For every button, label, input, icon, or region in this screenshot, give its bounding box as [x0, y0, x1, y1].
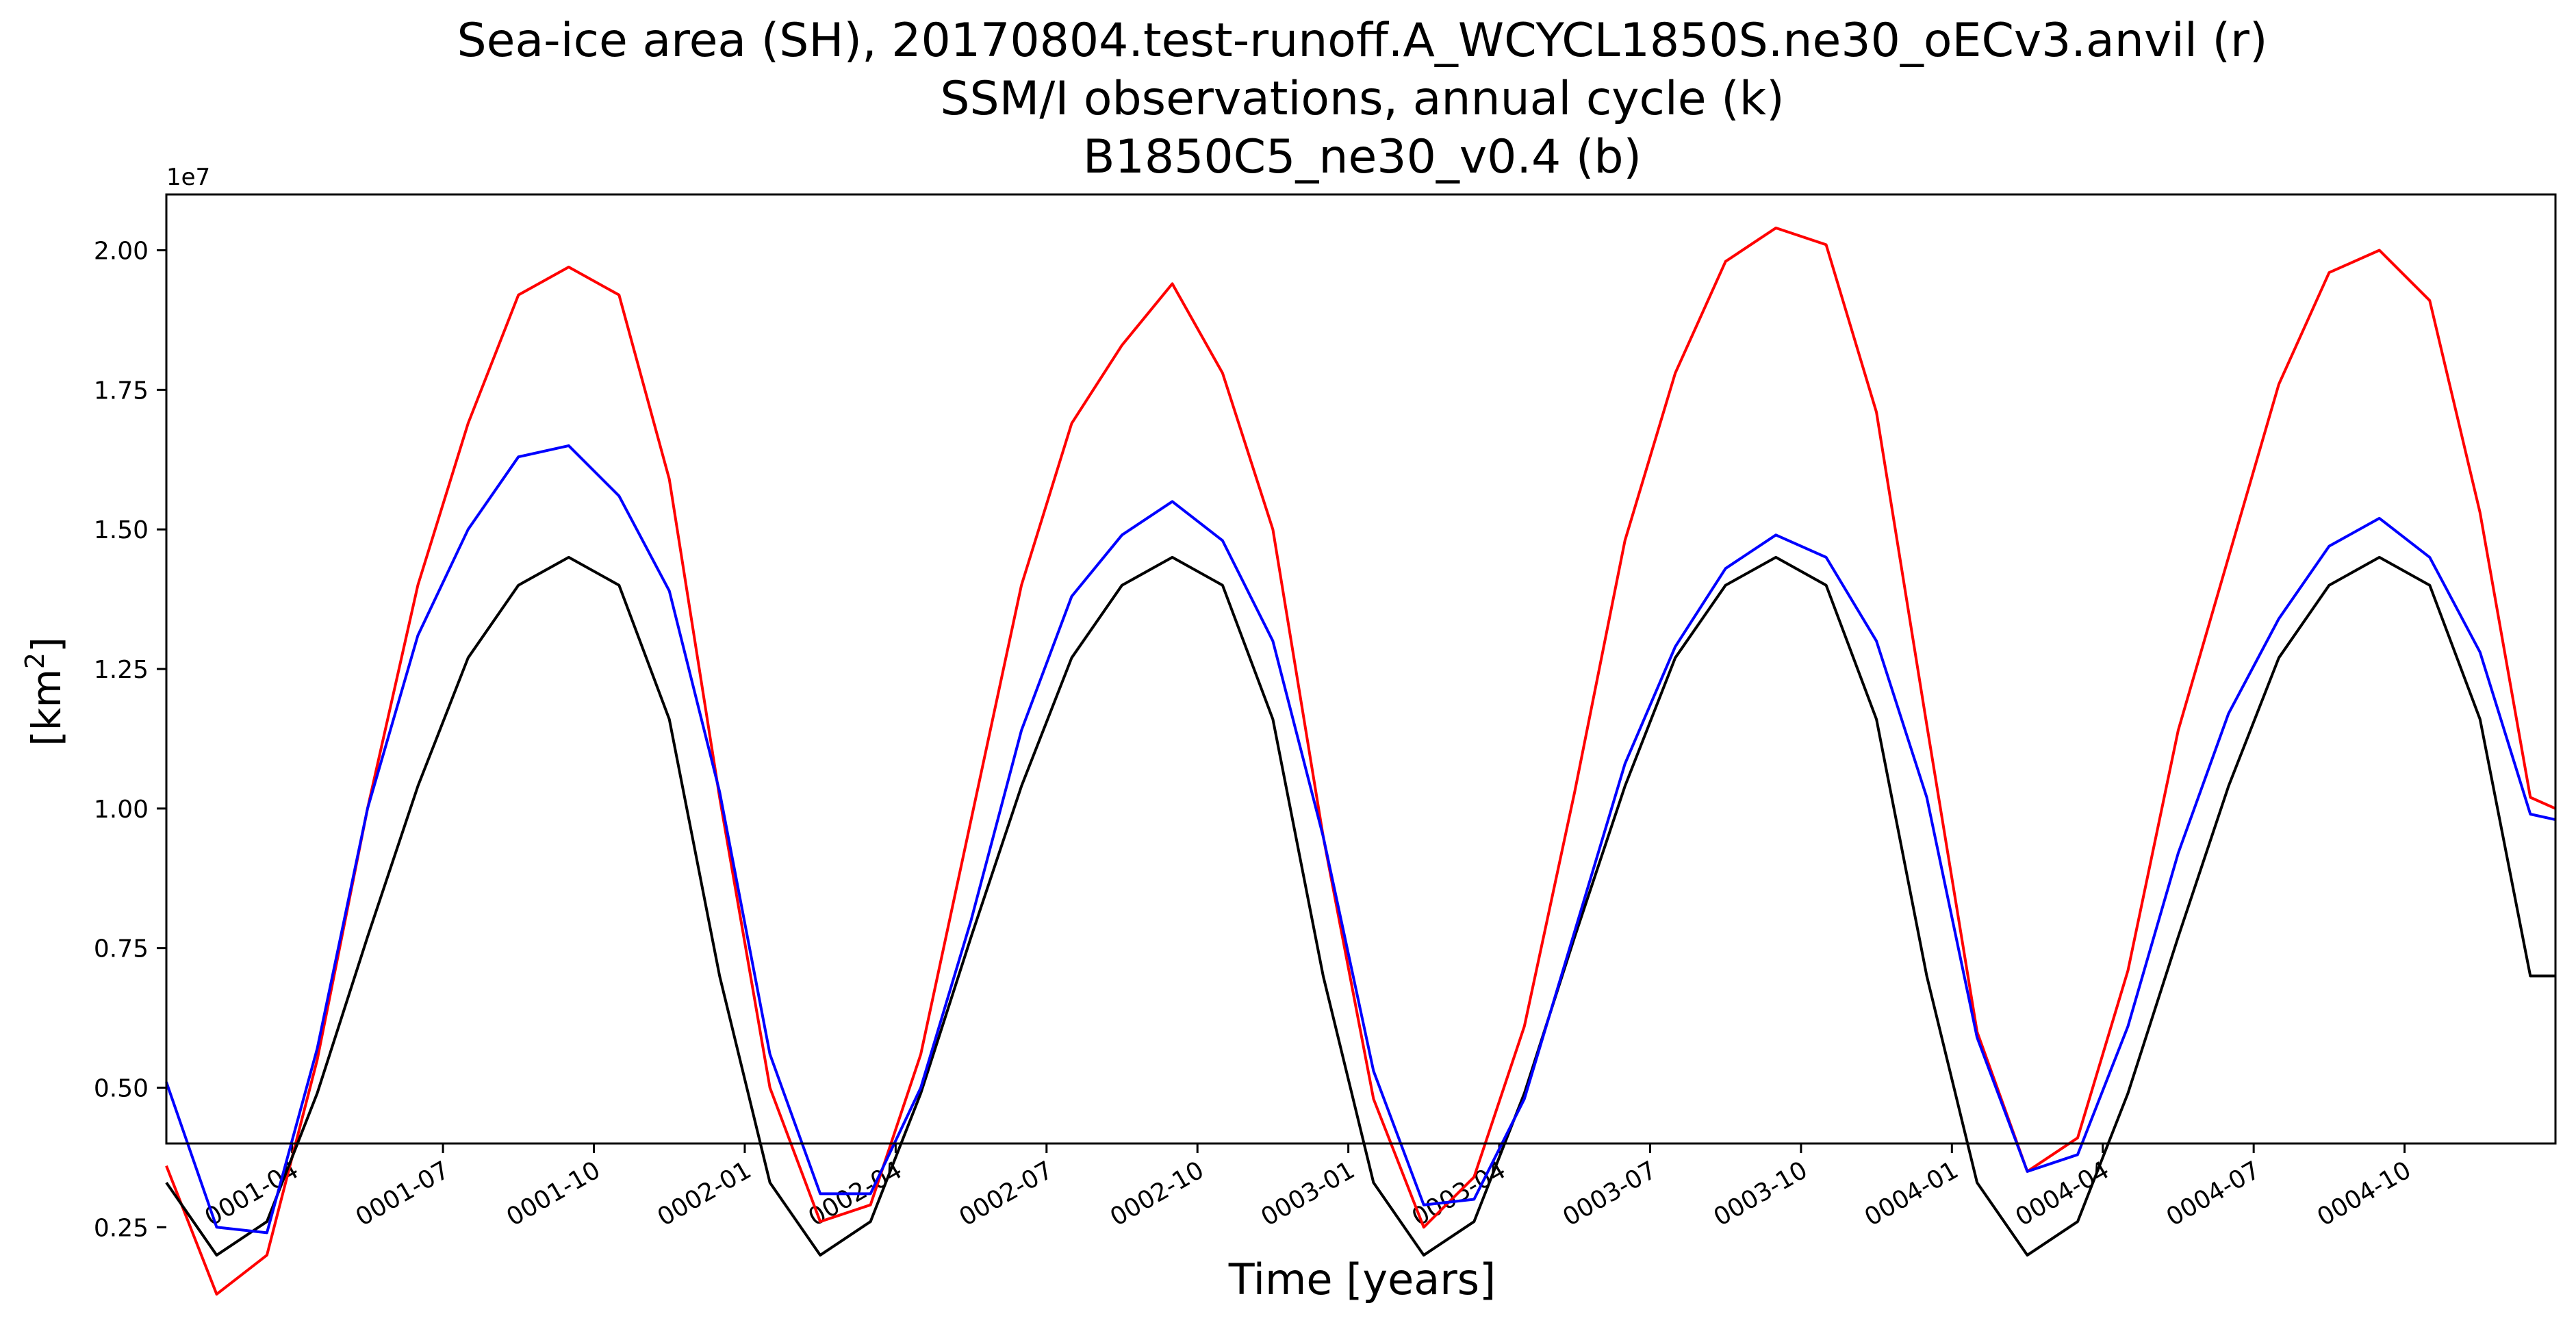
- series-line-1: [165, 555, 2555, 1257]
- plot-area-frame: [165, 193, 2557, 1145]
- x-tick-label: 0003-07: [1558, 1156, 1661, 1232]
- y-tick-label: 1.00: [94, 796, 149, 824]
- x-tick-label: 0003-10: [1709, 1156, 1813, 1232]
- chart-title-line-3: B1850C5_ne30_v0.4 (b): [1083, 130, 1642, 184]
- x-tick-label: 0001-10: [502, 1156, 605, 1232]
- y-tick-label: 1.25: [94, 656, 149, 684]
- chart-title-line-2: SSM/I observations, annual cycle (k): [940, 72, 1784, 126]
- series-line-2: [165, 444, 2556, 1235]
- y-axis-label: [km2]: [20, 637, 70, 746]
- y-axis-label-base: [km: [23, 669, 70, 746]
- y-axis-label-superscript: 2: [20, 653, 50, 669]
- y-axis-label-close: ]: [23, 637, 70, 653]
- x-tick-label: 0002-01: [653, 1156, 756, 1232]
- series-line-0: [165, 226, 2556, 1296]
- y-tick-label: 0.25: [94, 1214, 149, 1242]
- y-tick-label: 0.75: [94, 935, 149, 963]
- x-tick-label: 0003-01: [1256, 1156, 1360, 1232]
- x-axis-label: Time [years]: [1228, 1254, 1496, 1304]
- x-tick-label: 0002-07: [955, 1156, 1058, 1232]
- y-tick-label: 2.00: [94, 238, 149, 266]
- x-tick-label: 0004-10: [2312, 1156, 2416, 1232]
- y-axis-offset-label: 1e7: [166, 164, 210, 191]
- y-tick-label: 1.50: [94, 516, 149, 544]
- chart-title-line-1: Sea-ice area (SH), 20170804.test-runoff.…: [457, 14, 2268, 68]
- series-layer: [165, 226, 2556, 1296]
- y-tick-label: 0.50: [94, 1074, 149, 1102]
- y-tick-label: 1.75: [94, 377, 149, 405]
- x-tick-label: 0004-01: [1860, 1156, 1963, 1232]
- x-tick-label: 0001-07: [351, 1156, 455, 1232]
- x-tick-label: 0004-07: [2162, 1156, 2265, 1232]
- x-tick-label: 0002-10: [1106, 1156, 1209, 1232]
